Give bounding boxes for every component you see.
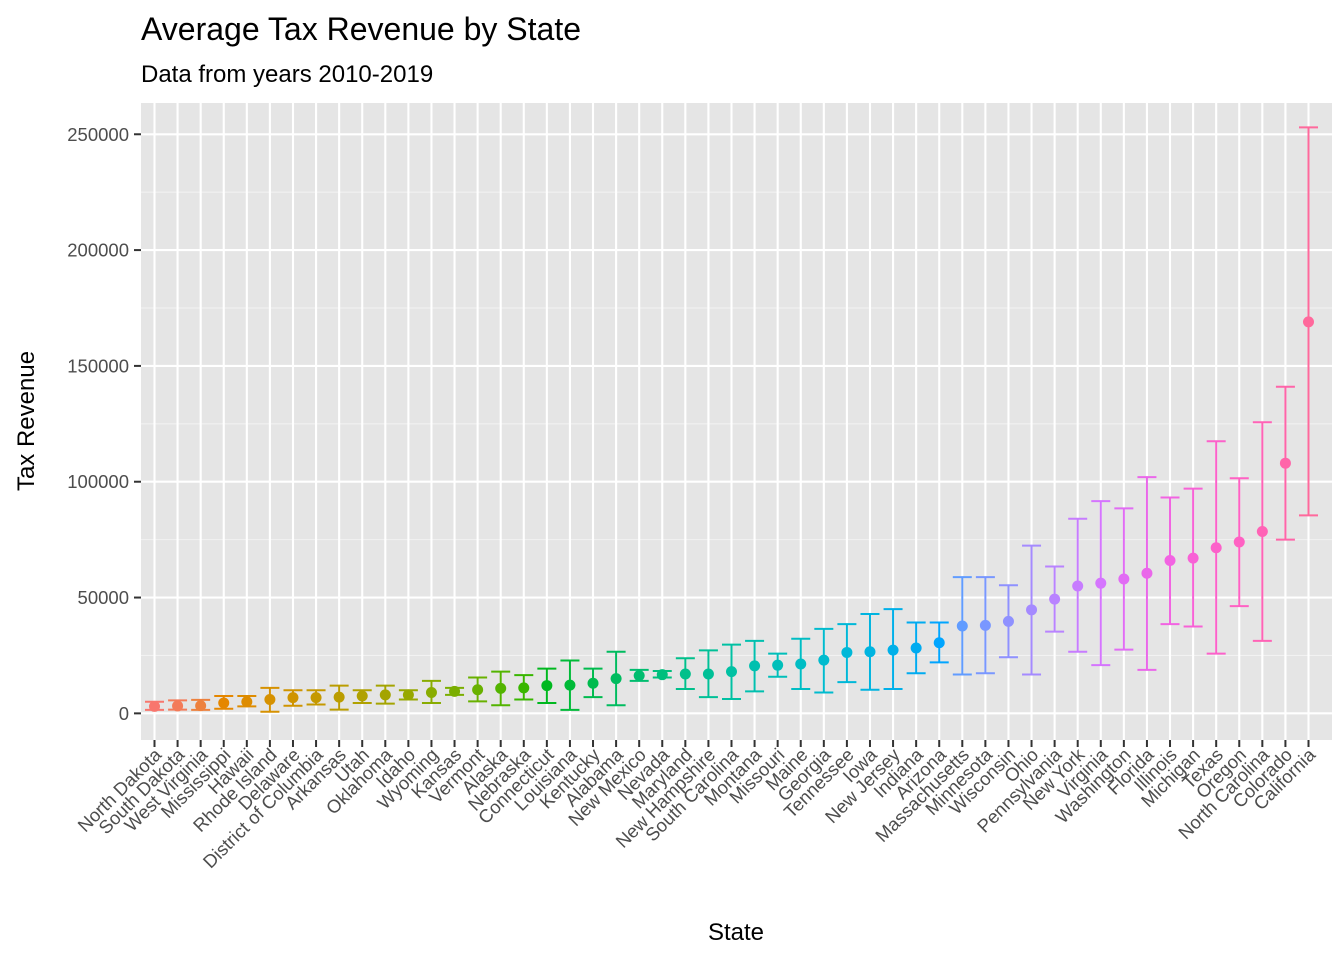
mean-point	[264, 693, 276, 705]
mean-point	[956, 620, 968, 632]
mean-point	[726, 666, 737, 678]
mean-point	[449, 685, 461, 697]
mean-point	[772, 659, 784, 671]
mean-point	[933, 637, 945, 649]
mean-point	[1303, 316, 1314, 328]
mean-point	[587, 677, 599, 689]
mean-point	[864, 646, 876, 658]
mean-point	[1049, 593, 1061, 605]
mean-point	[1072, 580, 1084, 592]
mean-point	[402, 689, 414, 701]
y-tick-label: 0	[119, 703, 129, 724]
mean-point	[310, 692, 322, 704]
mean-point	[1164, 554, 1176, 566]
chart-title: Average Tax Revenue by State	[141, 11, 581, 47]
mean-point	[541, 680, 553, 692]
mean-point	[1002, 615, 1014, 627]
mean-point	[379, 689, 391, 701]
chart-subtitle: Data from years 2010-2019	[141, 61, 433, 88]
x-axis-title: State	[708, 919, 764, 946]
mean-point	[818, 654, 830, 666]
mean-point	[910, 642, 922, 654]
mean-point	[472, 684, 484, 696]
mean-point	[702, 668, 714, 680]
mean-point	[1118, 573, 1130, 585]
mean-point	[287, 692, 299, 704]
mean-point	[564, 679, 576, 691]
mean-point	[218, 697, 230, 709]
y-tick-label: 150000	[67, 355, 129, 376]
mean-point	[1233, 536, 1245, 548]
y-tick-label: 100000	[67, 471, 129, 492]
mean-point	[679, 668, 691, 680]
y-tick-label: 50000	[78, 587, 129, 608]
mean-point	[1210, 542, 1222, 554]
mean-point	[841, 646, 853, 658]
mean-point	[356, 690, 368, 702]
mean-point	[149, 700, 160, 712]
mean-point	[795, 658, 807, 670]
mean-point	[241, 696, 253, 708]
mean-point	[887, 644, 899, 656]
mean-point	[195, 700, 207, 712]
mean-point	[1095, 577, 1107, 589]
mean-point	[172, 700, 184, 712]
mean-points	[149, 316, 1314, 712]
y-axis: 0 50000 100000 150000 200000 250000	[67, 124, 141, 724]
mean-point	[1256, 526, 1268, 538]
y-tick-label: 200000	[67, 240, 129, 261]
mean-point	[333, 691, 345, 703]
mean-point	[1026, 604, 1038, 616]
mean-point	[749, 660, 761, 672]
mean-point	[656, 669, 668, 681]
mean-point	[495, 682, 507, 694]
mean-point	[425, 687, 437, 699]
mean-point	[518, 682, 530, 694]
mean-point	[1187, 552, 1199, 564]
mean-point	[610, 673, 622, 685]
mean-point	[633, 670, 645, 682]
mean-point	[979, 619, 991, 631]
y-axis-title: Tax Revenue	[13, 351, 40, 491]
mean-point	[1279, 457, 1291, 469]
mean-point	[1141, 567, 1153, 579]
y-tick-label: 250000	[67, 124, 129, 145]
